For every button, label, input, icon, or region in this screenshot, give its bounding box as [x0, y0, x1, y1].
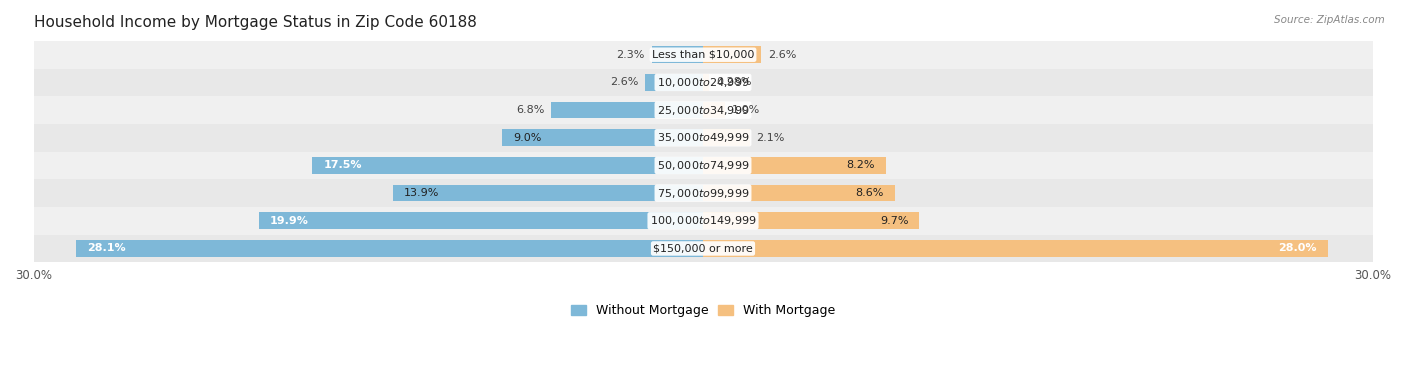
Text: 9.0%: 9.0%	[513, 133, 541, 143]
Bar	[34, 152, 1372, 179]
Bar	[703, 185, 896, 201]
Bar	[703, 46, 761, 63]
Bar	[259, 212, 703, 229]
Bar	[645, 74, 703, 91]
Text: 2.1%: 2.1%	[756, 133, 785, 143]
Text: Less than $10,000: Less than $10,000	[652, 50, 754, 60]
Text: $25,000 to $34,999: $25,000 to $34,999	[657, 104, 749, 116]
Bar	[34, 235, 1372, 262]
Bar	[34, 41, 1372, 68]
Text: 2.6%: 2.6%	[610, 77, 638, 87]
Text: 19.9%: 19.9%	[270, 216, 309, 226]
Text: 2.6%: 2.6%	[768, 50, 796, 60]
Text: Household Income by Mortgage Status in Zip Code 60188: Household Income by Mortgage Status in Z…	[34, 15, 477, 30]
Text: 8.6%: 8.6%	[855, 188, 884, 198]
Text: Source: ZipAtlas.com: Source: ZipAtlas.com	[1274, 15, 1385, 25]
Bar	[703, 240, 1327, 257]
Bar	[392, 185, 703, 201]
Bar	[703, 157, 886, 174]
Bar	[703, 102, 725, 118]
Bar	[34, 179, 1372, 207]
Text: $50,000 to $74,999: $50,000 to $74,999	[657, 159, 749, 172]
Text: 6.8%: 6.8%	[516, 105, 544, 115]
Text: $150,000 or more: $150,000 or more	[654, 243, 752, 254]
Text: 1.0%: 1.0%	[733, 105, 761, 115]
Text: 28.0%: 28.0%	[1278, 243, 1316, 254]
Bar	[651, 46, 703, 63]
Text: 28.1%: 28.1%	[87, 243, 125, 254]
Legend: Without Mortgage, With Mortgage: Without Mortgage, With Mortgage	[565, 299, 841, 322]
Text: $10,000 to $24,999: $10,000 to $24,999	[657, 76, 749, 89]
Text: 8.2%: 8.2%	[846, 160, 875, 170]
Bar	[34, 68, 1372, 96]
Text: 0.28%: 0.28%	[716, 77, 751, 87]
Bar	[502, 129, 703, 146]
Bar	[34, 207, 1372, 235]
Text: 13.9%: 13.9%	[404, 188, 439, 198]
Bar	[703, 129, 749, 146]
Bar	[551, 102, 703, 118]
Text: $100,000 to $149,999: $100,000 to $149,999	[650, 214, 756, 227]
Text: $75,000 to $99,999: $75,000 to $99,999	[657, 187, 749, 200]
Bar	[312, 157, 703, 174]
Text: 9.7%: 9.7%	[880, 216, 908, 226]
Text: 17.5%: 17.5%	[323, 160, 363, 170]
Text: 2.3%: 2.3%	[617, 50, 645, 60]
Bar	[76, 240, 703, 257]
Bar	[703, 212, 920, 229]
Bar	[34, 96, 1372, 124]
Bar	[703, 74, 709, 91]
Text: $35,000 to $49,999: $35,000 to $49,999	[657, 131, 749, 144]
Bar	[34, 124, 1372, 152]
